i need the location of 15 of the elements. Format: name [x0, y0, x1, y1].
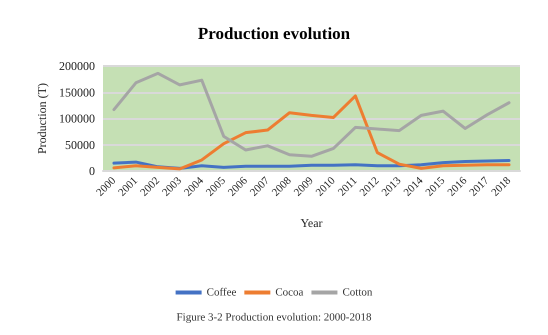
- caption: Figure 3-2 Production evolution: 2000-2018: [176, 312, 372, 324]
- y-tick-label: 100000: [59, 112, 95, 126]
- y-tick-label: 200000: [59, 59, 95, 73]
- y-tick-label: 0: [89, 164, 95, 178]
- legend-label: Cotton: [342, 286, 373, 298]
- legend-label: Coffee: [206, 286, 236, 298]
- line-series: [112, 94, 511, 170]
- legend-label: Cocoa: [275, 286, 304, 298]
- y-tick-label: 50000: [65, 138, 95, 152]
- line-series: [112, 72, 511, 158]
- x-axis-title: Year: [300, 216, 323, 230]
- x-tick-label: 2011: [336, 174, 360, 198]
- chart-title: Production evolution: [198, 24, 351, 43]
- y-tick-label: 150000: [59, 85, 95, 100]
- y-axis-title: Production (T): [35, 83, 50, 154]
